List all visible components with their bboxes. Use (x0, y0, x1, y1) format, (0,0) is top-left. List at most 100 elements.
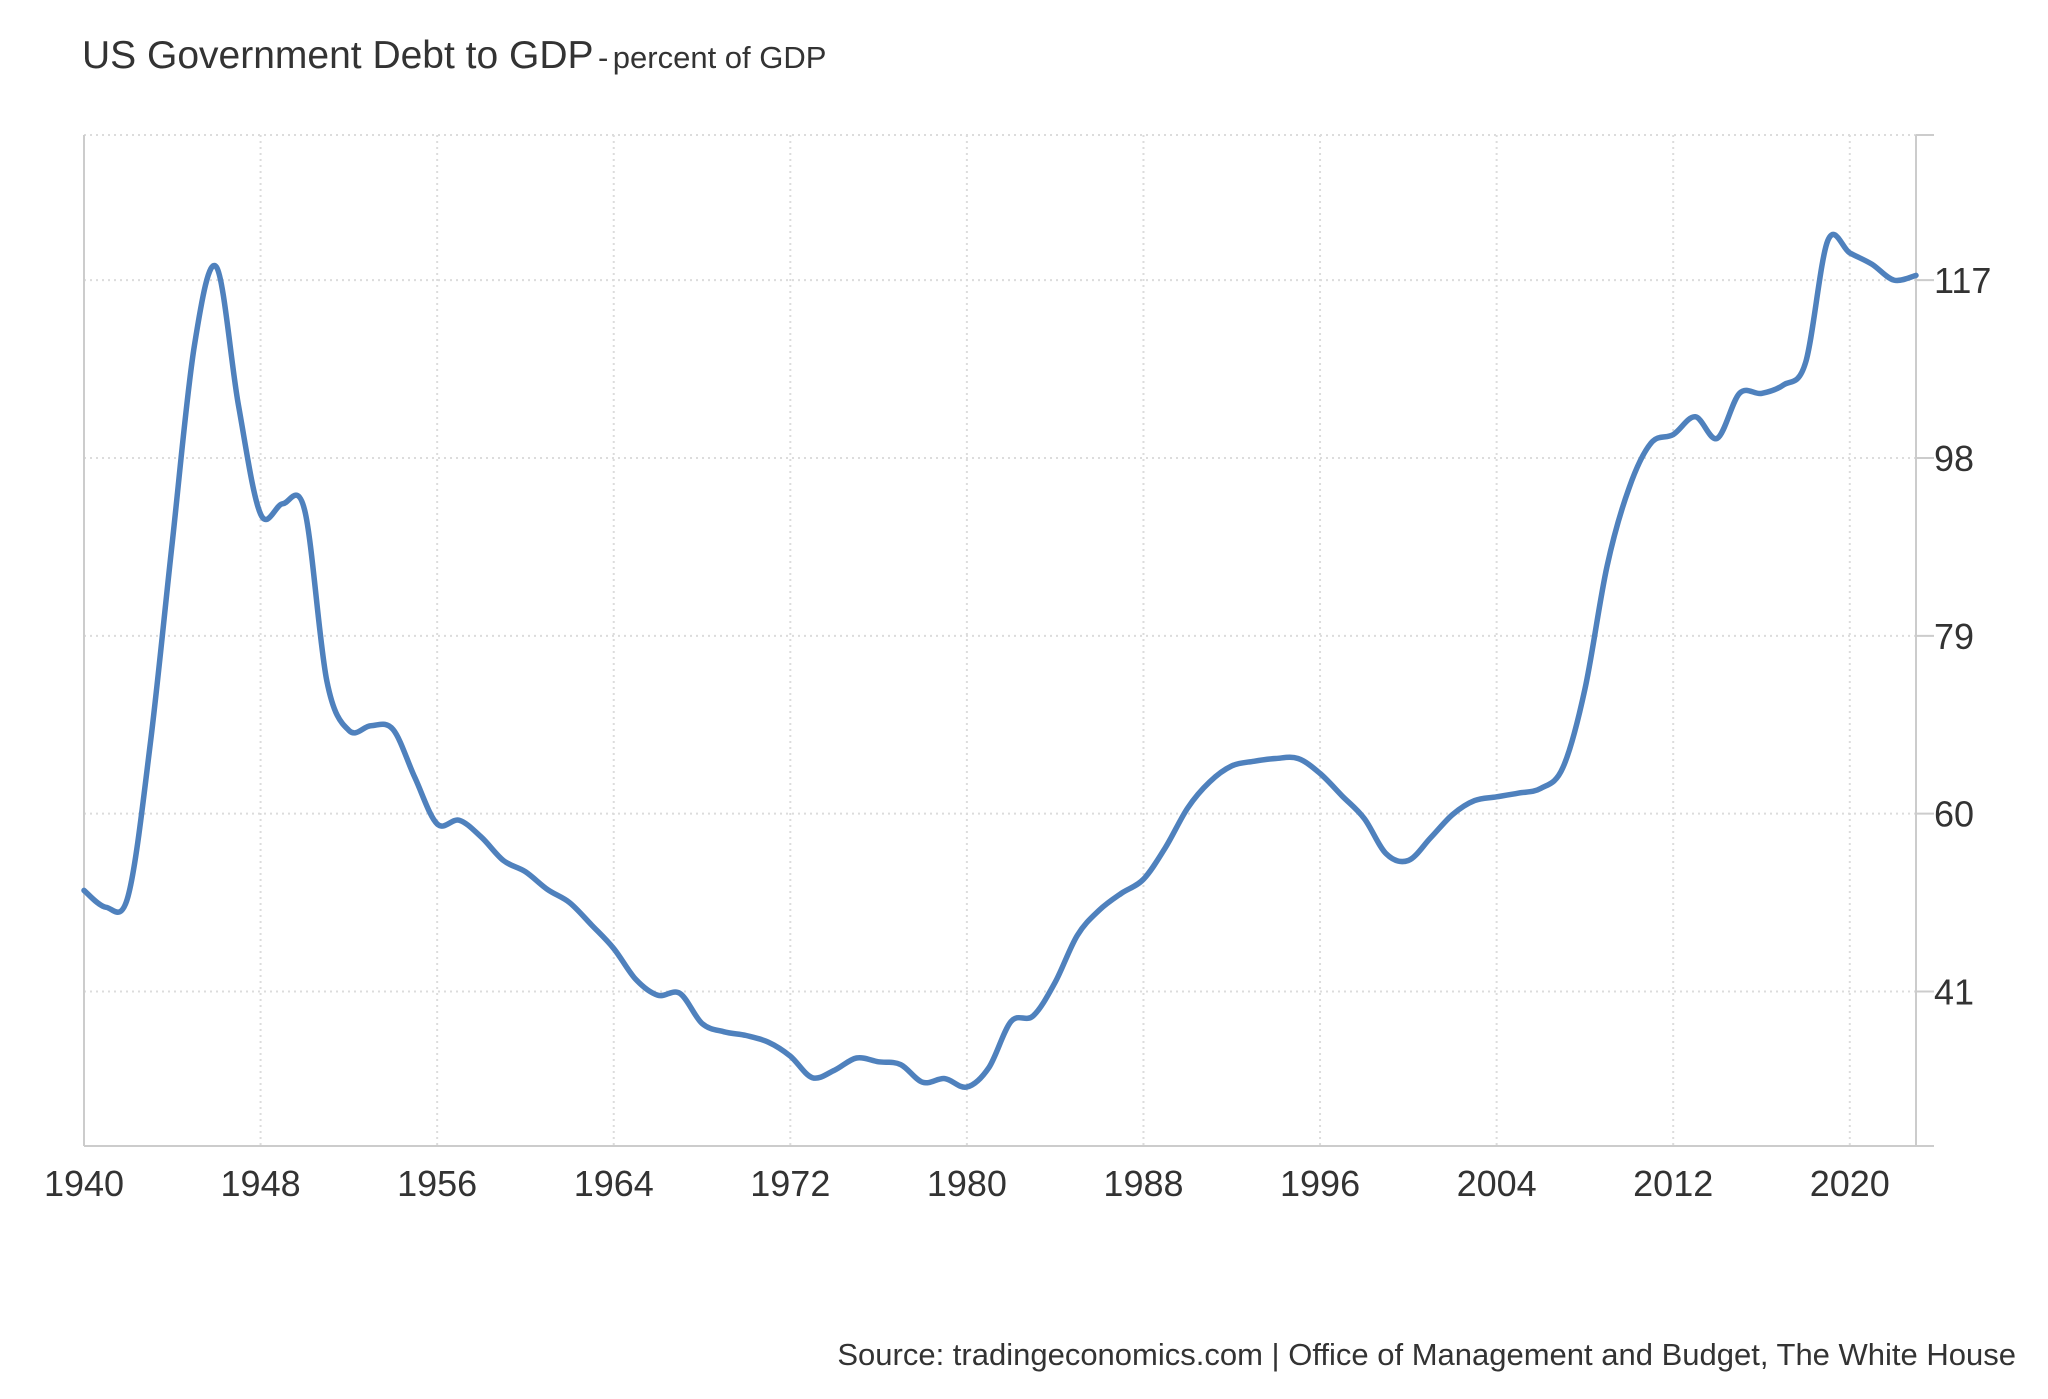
data-point-2000 (1405, 858, 1411, 864)
data-point-1996 (1317, 770, 1323, 776)
data-point-2016 (1759, 390, 1765, 396)
data-point-1962 (567, 900, 573, 906)
data-point-1976 (876, 1059, 882, 1065)
data-point-1944 (169, 539, 175, 545)
data-point-1957 (456, 817, 462, 823)
data-point-1981 (986, 1064, 992, 1070)
source-note: Source: tradingeconomics.com | Office of… (837, 1337, 2016, 1372)
data-point-2006 (1538, 785, 1544, 791)
data-point-1948 (258, 511, 264, 517)
data-point-1960 (522, 869, 528, 875)
data-point-1980 (964, 1084, 970, 1090)
data-point-1992 (1229, 763, 1235, 769)
data-point-1940 (81, 887, 87, 893)
data-point-1984 (1052, 979, 1058, 985)
chart-title-separator: - (598, 40, 609, 75)
data-point-2020 (1847, 250, 1853, 256)
series-line-0 (81, 231, 1919, 1090)
x-tick-label-1964: 1964 (574, 1163, 654, 1204)
data-point-1988 (1141, 876, 1147, 882)
gridlines (84, 134, 1916, 1146)
y-axis-tick-labels: 41 60 79 98 117 (1934, 260, 1991, 1012)
data-point-1963 (589, 922, 595, 928)
data-point-1971 (765, 1039, 771, 1045)
series-layer (81, 231, 1919, 1090)
data-point-2012 (1670, 432, 1676, 438)
data-point-1964 (611, 946, 617, 952)
data-point-1999 (1383, 851, 1389, 857)
data-point-1955 (412, 775, 418, 781)
data-point-2008 (1582, 686, 1588, 692)
data-point-2011 (1648, 440, 1654, 446)
data-point-1994 (1273, 756, 1279, 762)
data-point-1967 (677, 990, 683, 996)
data-point-2004 (1494, 794, 1500, 800)
data-point-1991 (1207, 779, 1213, 785)
data-point-1961 (545, 887, 551, 893)
y-tick-label-41: 41 (1934, 972, 1974, 1013)
data-point-1986 (1096, 907, 1102, 913)
data-point-1993 (1251, 758, 1257, 764)
data-point-1953 (368, 723, 374, 729)
x-tick-label-2004: 2004 (1457, 1163, 1537, 1204)
x-tick-label-1996: 1996 (1280, 1163, 1360, 1204)
data-point-2007 (1560, 765, 1566, 771)
data-point-1950 (302, 507, 308, 513)
data-point-1990 (1185, 805, 1191, 811)
data-point-2010 (1626, 485, 1632, 491)
axes (83, 134, 1934, 1147)
x-tick-label-2020: 2020 (1810, 1163, 1890, 1204)
data-point-1959 (500, 858, 506, 864)
y-tick-label-98: 98 (1934, 438, 1974, 479)
data-point-1945 (191, 343, 197, 349)
x-tick-label-1940: 1940 (44, 1163, 124, 1204)
data-point-1952 (346, 727, 352, 733)
data-point-2018 (1803, 360, 1809, 366)
data-point-2001 (1427, 835, 1433, 841)
x-tick-label-1972: 1972 (750, 1163, 830, 1204)
data-point-2022 (1891, 277, 1897, 283)
data-point-1942 (125, 893, 131, 899)
data-point-1973 (809, 1075, 815, 1081)
data-point-1989 (1163, 844, 1169, 850)
data-point-1947 (236, 403, 242, 409)
data-point-1982 (1008, 1019, 1014, 1025)
data-point-2019 (1825, 238, 1831, 244)
data-point-2015 (1736, 390, 1742, 396)
data-point-2002 (1450, 812, 1456, 818)
data-point-1997 (1339, 793, 1345, 799)
x-tick-label-1980: 1980 (927, 1163, 1007, 1204)
x-tick-label-1988: 1988 (1103, 1163, 1183, 1204)
data-point-1941 (103, 904, 109, 910)
data-point-1985 (1074, 932, 1080, 938)
data-point-1966 (655, 992, 661, 998)
data-point-1983 (1030, 1013, 1036, 1019)
data-point-1978 (920, 1079, 926, 1085)
data-point-1972 (787, 1053, 793, 1059)
y-tick-label-117: 117 (1934, 260, 1991, 301)
x-axis-tick-labels: 1940 1948 1956 1964 1972 1980 1988 1996 2004 2012… (44, 1163, 1890, 1204)
data-point-1979 (942, 1076, 948, 1082)
data-point-2017 (1781, 382, 1787, 388)
data-point-1946 (213, 264, 219, 270)
data-point-1969 (721, 1029, 727, 1035)
data-point-1965 (633, 976, 639, 982)
data-point-2021 (1869, 261, 1875, 267)
data-point-1954 (390, 726, 396, 732)
chart-subtitle: percent of GDP (612, 40, 827, 75)
data-point-1956 (434, 821, 440, 827)
data-point-1975 (854, 1055, 860, 1061)
data-point-1998 (1361, 815, 1367, 821)
data-point-2013 (1692, 414, 1698, 420)
data-point-1958 (478, 834, 484, 840)
x-tick-label-1956: 1956 (397, 1163, 477, 1204)
y-tick-label-60: 60 (1934, 794, 1974, 835)
data-point-1987 (1118, 890, 1124, 896)
data-point-1951 (324, 678, 330, 684)
data-point-1949 (280, 501, 286, 507)
x-tick-label-1948: 1948 (221, 1163, 301, 1204)
x-tick-label-2012: 2012 (1633, 1163, 1713, 1204)
data-point-1977 (898, 1062, 904, 1068)
y-tick-label-79: 79 (1934, 616, 1974, 657)
